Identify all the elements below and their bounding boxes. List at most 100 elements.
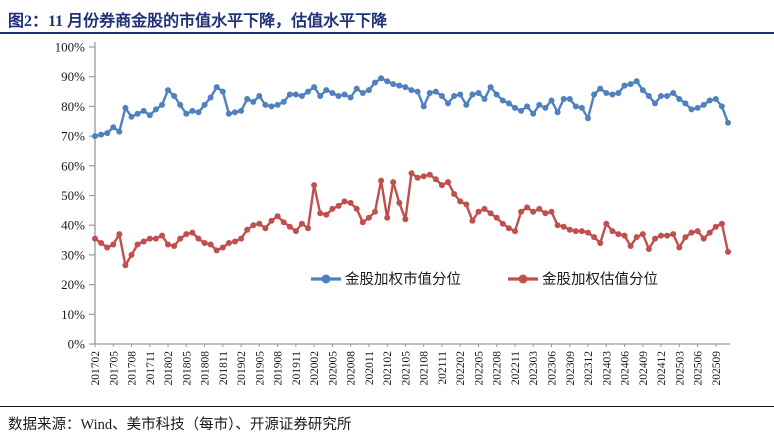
x-tick-label: 202002	[309, 351, 321, 386]
title-divider	[0, 32, 774, 34]
data-point	[298, 220, 305, 227]
data-point	[335, 202, 342, 209]
x-tick-label: 202108	[419, 351, 431, 386]
data-point	[274, 213, 281, 220]
data-point	[694, 104, 701, 111]
data-point	[341, 198, 348, 205]
x-tick-label: 202202	[455, 351, 467, 386]
data-point	[250, 98, 257, 105]
data-point	[311, 84, 318, 91]
data-point	[627, 243, 634, 249]
x-tick-label: 202211	[510, 351, 522, 385]
data-point	[274, 101, 281, 108]
y-tick-label: 0%	[68, 337, 86, 352]
data-point	[116, 128, 123, 135]
data-point	[341, 91, 348, 98]
x-tick-label: 201702	[90, 351, 102, 386]
data-point	[469, 217, 476, 224]
data-point	[189, 107, 196, 114]
data-point	[365, 87, 372, 94]
data-point	[390, 179, 397, 186]
data-point	[566, 96, 573, 102]
data-point	[499, 97, 506, 104]
data-point	[542, 104, 549, 111]
data-point	[658, 232, 664, 239]
data-point	[585, 115, 591, 122]
data-point	[420, 103, 427, 110]
data-point	[445, 179, 451, 186]
data-point	[110, 241, 117, 248]
data-point	[116, 231, 123, 238]
x-tick-label: 202503	[674, 351, 686, 386]
data-point	[487, 84, 494, 91]
data-point	[201, 101, 208, 108]
data-point	[128, 251, 135, 258]
x-tick-label: 201902	[236, 351, 248, 386]
x-tick-label: 202506	[693, 351, 705, 386]
data-point	[420, 173, 427, 180]
data-point	[554, 222, 561, 229]
x-tick-label: 201905	[254, 351, 266, 386]
data-point	[682, 234, 689, 241]
data-point	[262, 225, 269, 232]
data-point	[463, 101, 470, 108]
y-tick-label: 40%	[61, 218, 85, 233]
data-point	[219, 88, 226, 95]
data-source: 数据来源：Wind、美市科技（每市）、开源证券研究所	[8, 417, 352, 433]
legend-item-金股加权估值分位: 金股加权估值分位	[508, 271, 658, 288]
data-point	[165, 87, 171, 94]
data-point	[530, 208, 537, 215]
data-point	[475, 90, 482, 96]
legend-marker-dot	[518, 274, 528, 284]
x-tick-label: 202303	[528, 351, 540, 386]
data-point	[213, 247, 220, 254]
data-point	[238, 235, 245, 242]
data-point	[658, 93, 664, 99]
data-point	[104, 244, 111, 251]
y-tick-label: 80%	[61, 99, 85, 114]
data-point	[597, 240, 604, 246]
y-tick-label: 20%	[61, 277, 85, 292]
data-point	[597, 85, 604, 92]
y-tick-label: 10%	[61, 307, 85, 322]
data-point	[706, 229, 713, 236]
data-point	[712, 96, 719, 102]
data-point	[110, 124, 117, 131]
x-tick-label: 201711	[145, 351, 157, 385]
data-point	[426, 171, 433, 178]
legend-label: 金股加权估值分位	[542, 271, 658, 288]
data-point	[292, 91, 299, 98]
data-point	[603, 90, 610, 96]
data-point	[353, 205, 360, 212]
series-line-金股加权估值分位	[94, 171, 730, 267]
data-point	[92, 133, 98, 140]
y-tick-label: 60%	[61, 158, 85, 173]
data-point	[578, 228, 585, 235]
data-point	[621, 232, 628, 239]
y-tick-label: 50%	[61, 188, 85, 203]
x-tick-label: 201805	[181, 351, 193, 386]
data-point	[378, 177, 385, 184]
y-tick-label: 30%	[61, 247, 85, 262]
data-point	[566, 226, 573, 233]
data-point	[372, 79, 378, 86]
data-point	[183, 110, 190, 117]
figure-title: 图2：11 月份券商金股的市值水平下降，估值水平下降	[8, 13, 388, 30]
data-point	[560, 96, 567, 102]
data-point	[365, 214, 372, 221]
x-tick-label: 202306	[546, 351, 558, 386]
data-point	[536, 205, 543, 212]
data-point	[712, 223, 719, 230]
data-point	[201, 240, 208, 246]
data-point	[645, 246, 652, 252]
data-point	[347, 94, 354, 101]
data-point	[518, 208, 525, 215]
x-tick-label: 202412	[656, 351, 668, 386]
data-point	[317, 93, 324, 99]
x-tick-label: 202005	[327, 351, 339, 386]
y-tick-label: 70%	[61, 129, 85, 144]
data-point	[262, 101, 269, 108]
data-point	[652, 235, 658, 242]
data-point	[195, 235, 202, 242]
